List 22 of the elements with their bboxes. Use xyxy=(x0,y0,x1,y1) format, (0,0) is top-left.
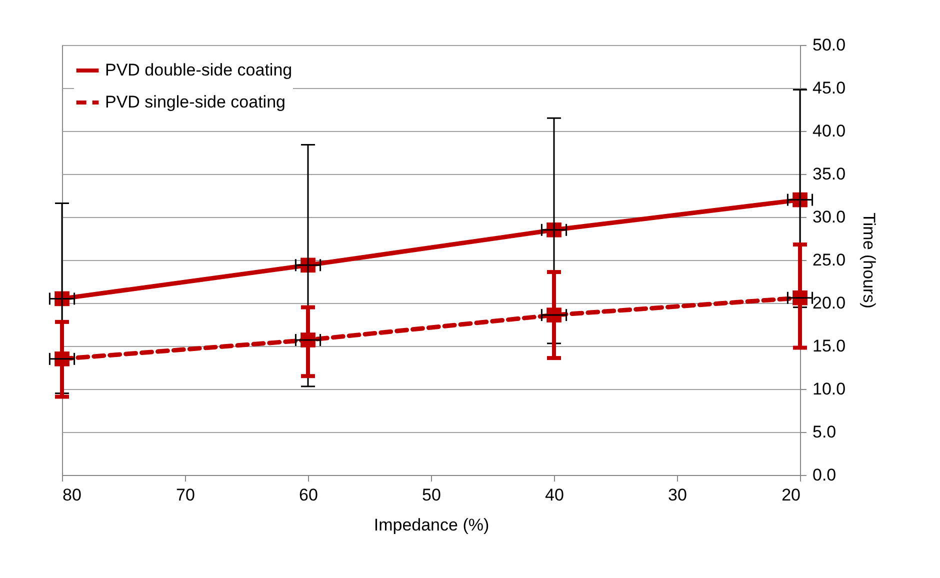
x-axis-title: Impedance (%) xyxy=(374,516,490,534)
y-tick-label: 15.0 xyxy=(812,336,846,356)
y-axis-title: Time (hours) xyxy=(860,212,879,308)
y-tick-label: 20.0 xyxy=(812,294,846,312)
y-tick-label: 40.0 xyxy=(812,122,846,140)
y-tick-label: 30.0 xyxy=(812,208,846,226)
y-tick-label: 50.0 xyxy=(812,36,846,54)
y-tick-label: 35.0 xyxy=(812,164,846,184)
y-tick-label: 25.0 xyxy=(812,250,846,270)
y-tick-label: 10.0 xyxy=(812,380,846,398)
y-tick-label: 45.0 xyxy=(812,78,846,98)
x-tick-label: 70 xyxy=(176,486,195,504)
x-tick-label: 80 xyxy=(62,486,82,504)
x-tick-label: 40 xyxy=(545,486,564,504)
legend-label: PVD single-side coating xyxy=(105,92,286,112)
x-tick-label: 30 xyxy=(668,486,687,504)
x-tick-label: 20 xyxy=(782,486,800,504)
legend-label: PVD double-side coating xyxy=(105,60,292,80)
x-tick-label: 50 xyxy=(422,486,441,504)
x-tick-label: 60 xyxy=(299,486,318,504)
y-tick-label: 5.0 xyxy=(812,422,836,442)
y-tick-label: 0.0 xyxy=(812,466,836,484)
